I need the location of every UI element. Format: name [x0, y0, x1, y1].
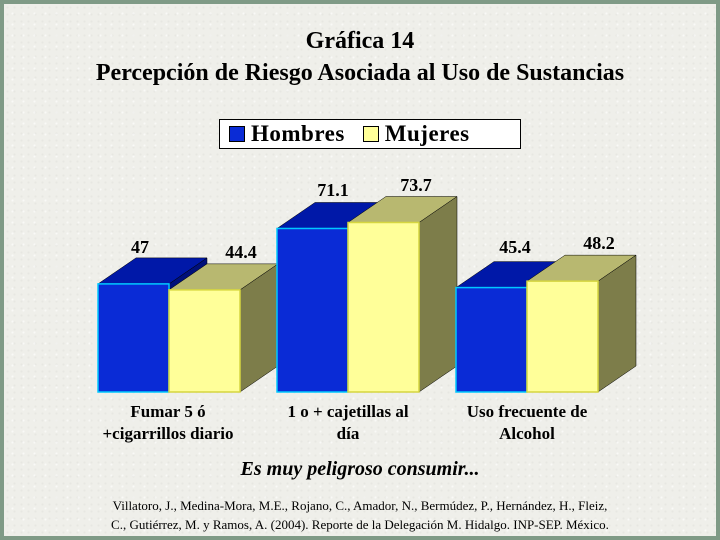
category-label-1-line-2: +cigarrillos diario: [102, 424, 233, 443]
bar-hombres-3: [455, 286, 528, 393]
bar-mujeres-3: [526, 280, 599, 393]
bar-hombres-2: [276, 227, 349, 393]
category-label-3-line-1: Uso frecuente de: [467, 402, 588, 421]
data-label-hombres-2: 71.1: [317, 180, 349, 200]
bar-side-mujeres-2: [418, 196, 458, 393]
data-label-mujeres-2: 73.7: [400, 175, 432, 195]
category-label-3-line-2: Alcohol: [499, 424, 555, 443]
legend-item-mujeres: Mujeres: [362, 121, 470, 147]
legend-label-hombres: Hombres: [251, 121, 345, 146]
legend-label-mujeres: Mujeres: [384, 121, 470, 146]
data-label-mujeres-3: 48.2: [583, 233, 615, 253]
category-label-1-line-1: Fumar 5 ó: [130, 402, 205, 421]
reference-line-1: Villatoro, J., Medina-Mora, M.E., Rojano…: [112, 498, 608, 513]
data-label-hombres-1: 47: [131, 237, 149, 257]
reference-line-2: C., Gutiérrez, M. y Ramos, A. (2004). Re…: [111, 517, 609, 532]
chart-caption: Es muy peligroso consumir...: [240, 458, 480, 480]
category-label-2-line-1: 1 o + cajetillas al: [287, 402, 408, 421]
category-label-2-line-2: día: [337, 424, 360, 443]
data-label-mujeres-1: 44.4: [225, 242, 257, 262]
bar-mujeres-1: [168, 289, 241, 393]
data-label-hombres-3: 45.4: [499, 237, 531, 257]
bar-mujeres-2: [347, 221, 420, 393]
reference-citation: Villatoro, J., Medina-Mora, M.E., Rojano…: [0, 496, 720, 534]
bar-hombres-1: [97, 283, 170, 393]
legend: Hombres Mujeres: [219, 119, 521, 149]
legend-swatch-hombres: [229, 126, 245, 142]
legend-swatch-mujeres: [362, 126, 379, 142]
legend-item-hombres: Hombres: [229, 121, 345, 147]
chart-subtitle: Percepción de Riesgo Asociada al Uso de …: [95, 60, 625, 86]
chart-title: Gráfica 14: [305, 28, 415, 54]
